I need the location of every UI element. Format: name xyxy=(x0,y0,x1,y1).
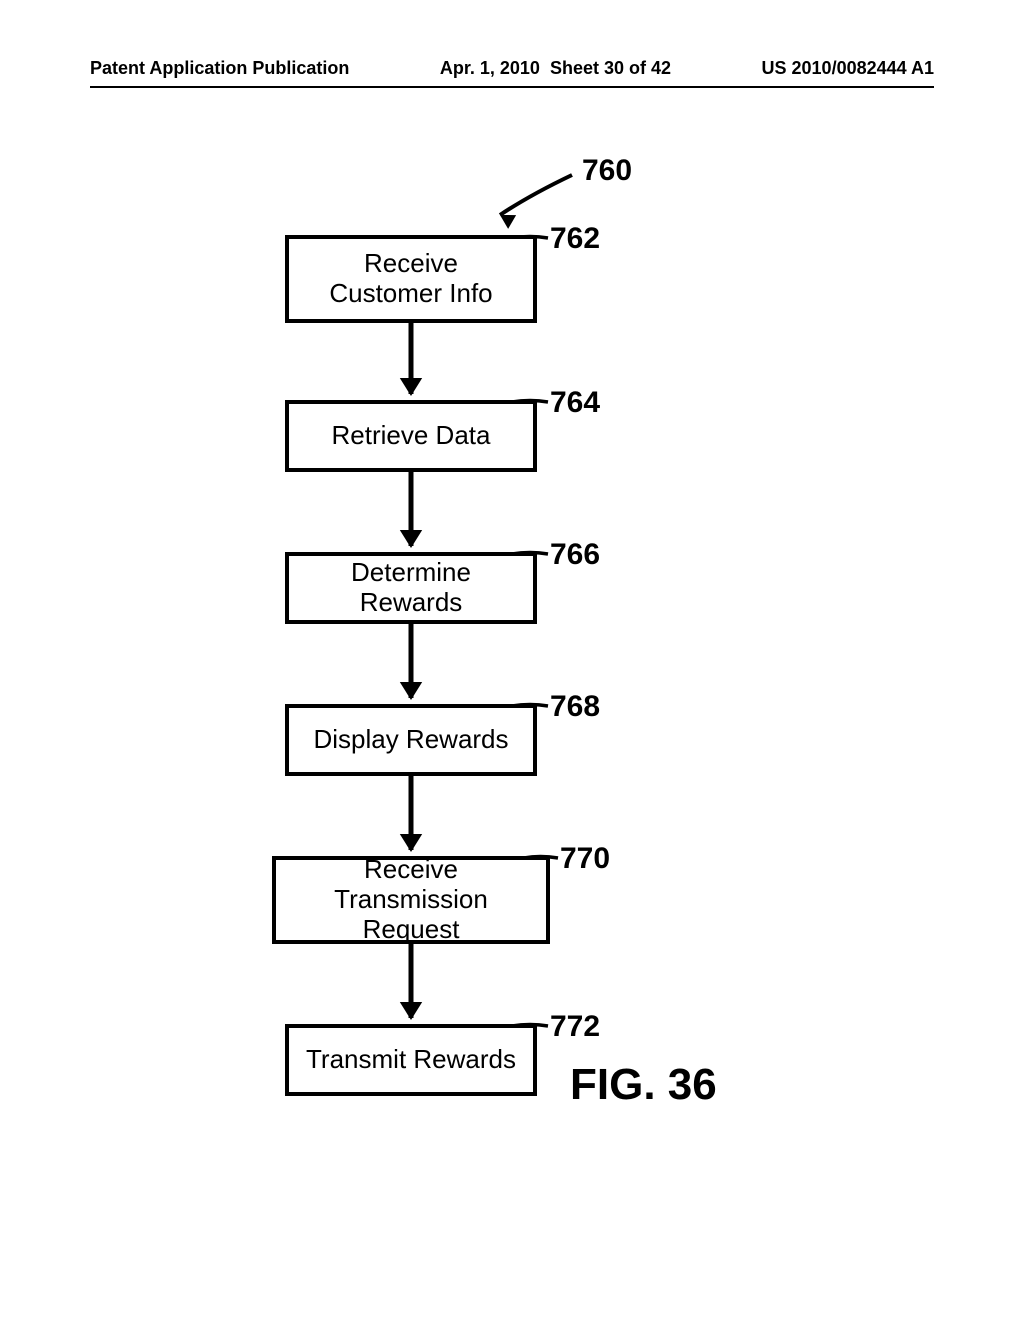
flow-box-766: Determine Rewards xyxy=(285,552,537,624)
ref-label-768: 768 xyxy=(550,690,600,724)
overall-ref-label: 760 xyxy=(582,154,632,188)
figure-label: FIG. 36 xyxy=(570,1060,717,1110)
ref-label-772: 772 xyxy=(550,1010,600,1044)
ref-label-764: 764 xyxy=(550,386,600,420)
flow-box-762: ReceiveCustomer Info xyxy=(285,235,537,323)
flow-box-768: Display Rewards xyxy=(285,704,537,776)
pub-number: US 2010/0082444 A1 xyxy=(762,58,934,79)
ref-label-770: 770 xyxy=(560,842,610,876)
header-rule xyxy=(90,86,934,88)
page-header: Patent Application Publication Apr. 1, 2… xyxy=(0,58,1024,79)
pub-type: Patent Application Publication xyxy=(90,58,349,79)
flowchart-canvas: ReceiveCustomer Info 762 Retrieve Data 764 D… xyxy=(0,120,1024,1300)
flow-box-772: Transmit Rewards xyxy=(285,1024,537,1096)
ref-label-766: 766 xyxy=(550,538,600,572)
pub-date-sheet: Apr. 1, 2010 Sheet 30 of 42 xyxy=(440,58,671,79)
flow-box-770: ReceiveTransmission Request xyxy=(272,856,550,944)
ref-label-762: 762 xyxy=(550,222,600,256)
flow-box-764: Retrieve Data xyxy=(285,400,537,472)
